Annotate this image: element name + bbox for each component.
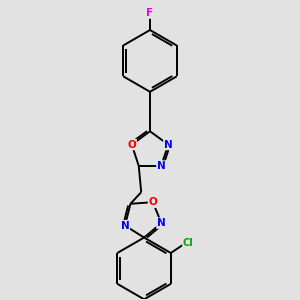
Text: F: F [146,8,154,18]
Text: N: N [157,218,166,228]
Text: O: O [148,197,157,207]
Text: N: N [164,140,172,149]
Text: Cl: Cl [183,238,194,248]
Text: O: O [128,140,136,149]
Text: N: N [121,220,129,231]
Text: N: N [157,161,166,171]
